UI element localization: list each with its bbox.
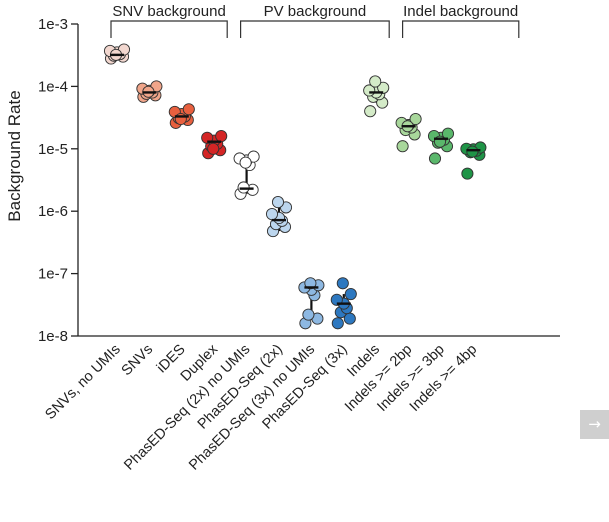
data-point: [265, 208, 279, 221]
series-5: [265, 196, 293, 238]
data-point: [336, 277, 349, 290]
y-tick-label: 1e-3: [38, 16, 68, 33]
data-point: [302, 308, 315, 321]
group-bracket: [240, 20, 390, 38]
data-point: [461, 167, 474, 180]
group-brackets: SNV background PV background Indel backgro…: [110, 3, 520, 38]
x-tick-label: SNVs: [119, 342, 157, 380]
y-tick-label: 1e-8: [38, 328, 68, 345]
series-9: [395, 112, 422, 153]
data-point: [215, 130, 228, 143]
series-0: [103, 43, 131, 65]
data-point: [247, 150, 260, 163]
data-point: [409, 112, 422, 126]
data-point: [182, 103, 195, 116]
series-3: [201, 130, 228, 160]
series-8: [363, 75, 390, 118]
data-point: [396, 140, 409, 153]
data-point: [369, 75, 382, 88]
series-7: [330, 277, 357, 330]
y-axis: 1e-8 1e-7 1e-6 1e-5 1e-4 1e-3: [38, 16, 560, 345]
group-label: PV background: [264, 3, 367, 20]
y-tick-label: 1e-4: [38, 78, 68, 95]
group-label: Indel background: [403, 3, 518, 20]
data-point: [364, 105, 377, 118]
y-tick-label: 1e-5: [38, 141, 68, 158]
data-point: [271, 196, 285, 209]
y-tick-label: 1e-7: [38, 266, 68, 283]
group-bracket: [110, 20, 228, 38]
x-tick-label: SNVs, no UMIs: [42, 342, 123, 423]
series-4: [233, 150, 260, 200]
data-point: [428, 152, 442, 165]
arrow-right-icon: →: [588, 415, 601, 433]
data-layer: [103, 43, 487, 330]
series-2: [168, 103, 195, 129]
series-1: [136, 80, 163, 103]
y-axis-label: Background Rate: [5, 90, 24, 221]
data-point: [174, 112, 187, 126]
series-6: [298, 277, 325, 330]
data-point: [331, 317, 344, 330]
data-point: [207, 142, 220, 155]
data-point: [239, 156, 252, 169]
group-bracket: [402, 20, 520, 38]
data-point: [344, 288, 357, 301]
next-button[interactable]: →: [580, 410, 609, 439]
series-11: [460, 141, 487, 180]
data-point: [466, 145, 479, 158]
data-point: [304, 277, 317, 290]
y-tick-label: 1e-6: [38, 203, 68, 220]
group-label: SNV background: [112, 3, 225, 20]
series-10: [427, 127, 455, 165]
